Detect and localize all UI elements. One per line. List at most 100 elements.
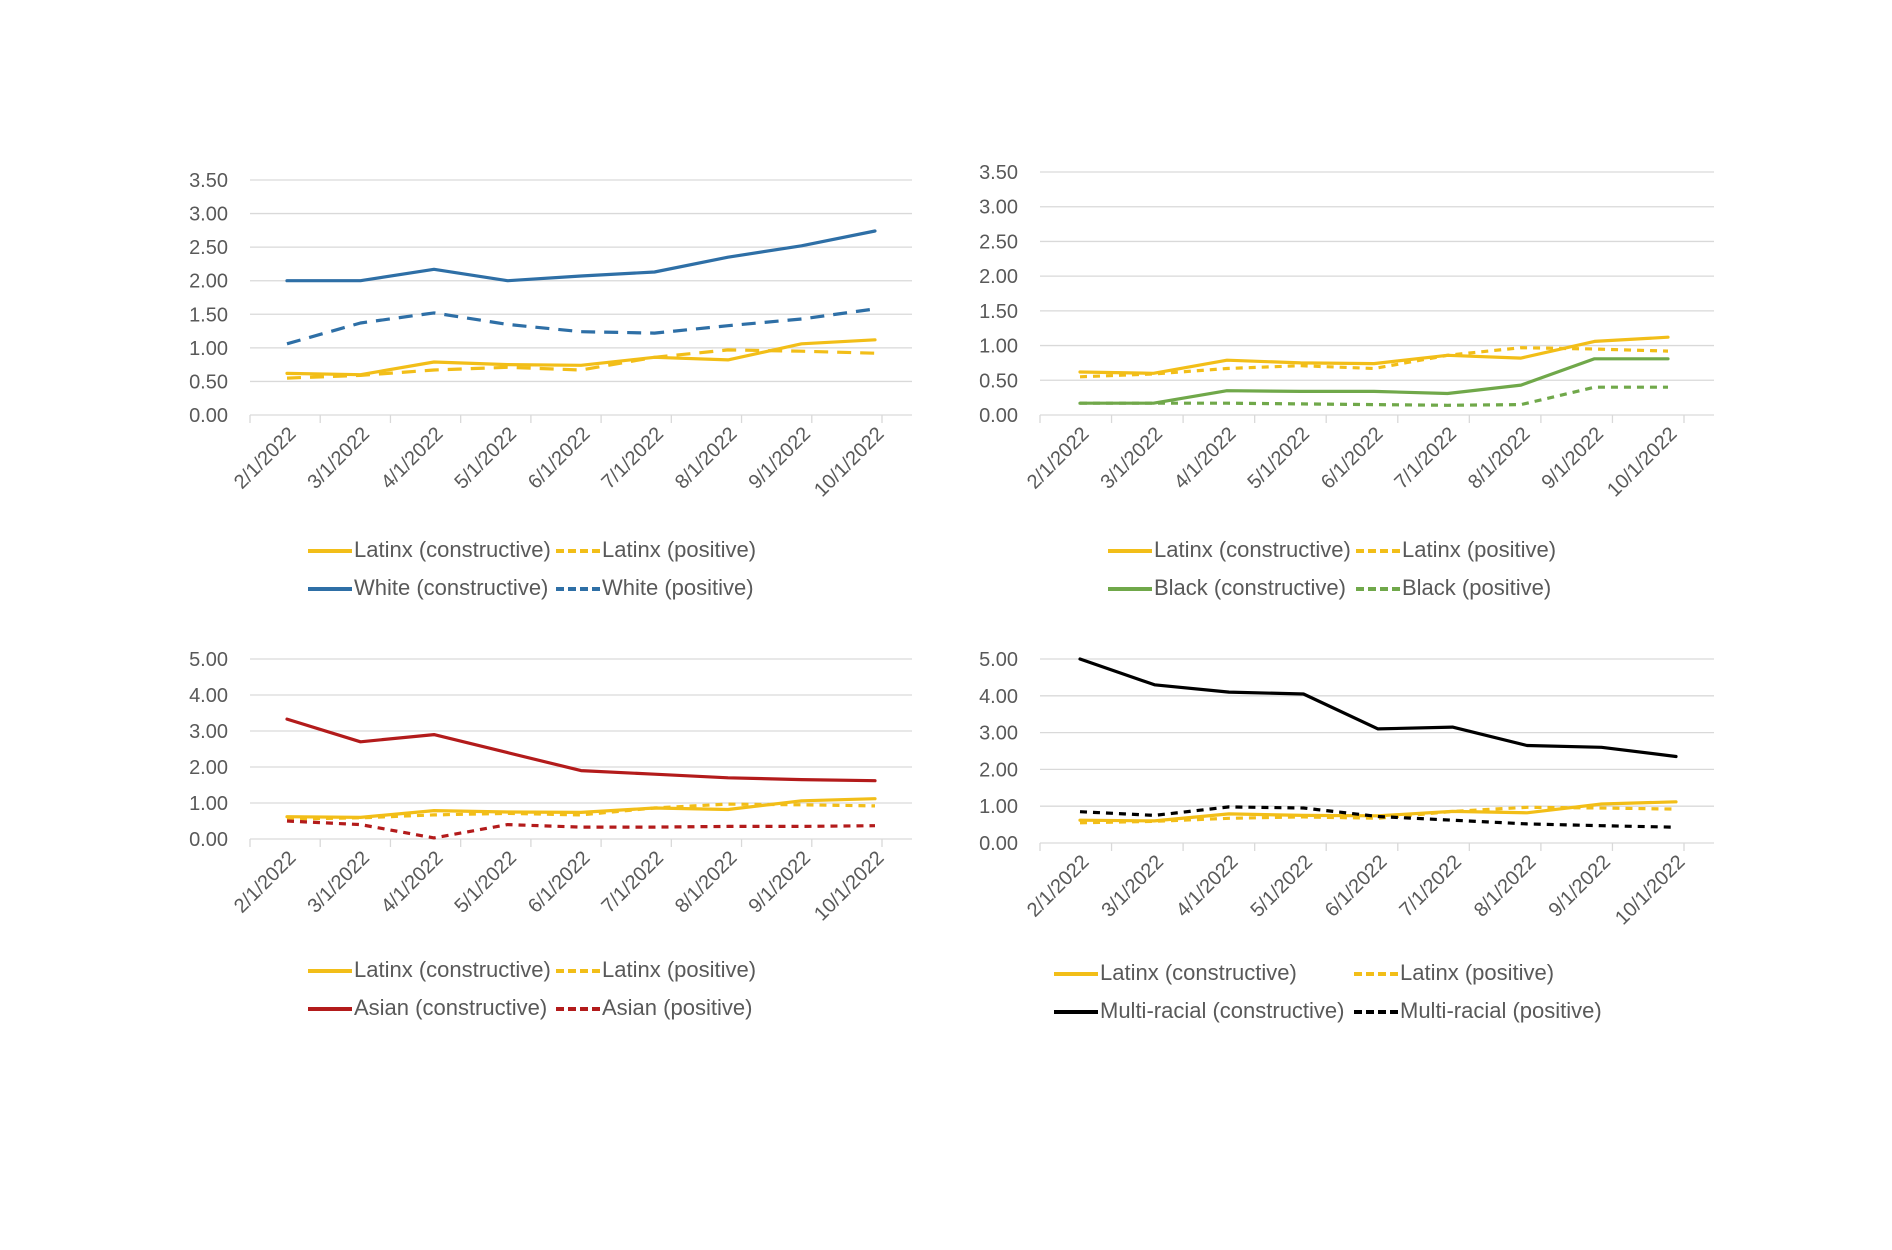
series-line-latinx-positive bbox=[286, 348, 876, 380]
series-line-multi-racial-constructive bbox=[1078, 657, 1678, 759]
legend-label: Latinx (positive) bbox=[602, 537, 757, 562]
y-tick-label: 3.00 bbox=[189, 721, 228, 743]
y-tick-label: 0.00 bbox=[189, 405, 228, 427]
x-tick-label: 3/1/2022 bbox=[1097, 851, 1168, 922]
chart-latinx-white-plot: 0.00 0.50 1.00 1.50 2.00 2.50 3.00 3.50 2/1/2022… bbox=[189, 170, 912, 501]
x-tick-label: 9/1/2022 bbox=[1544, 851, 1615, 922]
series-line-multi-racial-positive bbox=[1079, 805, 1677, 829]
x-tick-label: 5/1/2022 bbox=[1246, 851, 1317, 922]
y-tick-label: 1.50 bbox=[189, 304, 228, 326]
legend-swatch-dashed bbox=[556, 549, 600, 553]
x-tick-label: 9/1/2022 bbox=[744, 423, 815, 494]
y-tick-label: 3.00 bbox=[189, 204, 228, 226]
y-tick-label: 5.00 bbox=[189, 649, 228, 671]
y-tick-label: 3.50 bbox=[979, 162, 1018, 184]
y-tick-label: 2.00 bbox=[189, 271, 228, 293]
chart-latinx-multiracial-plot: 0.00 1.00 2.00 3.00 4.00 5.00 2/1/2022 3/1/2022… bbox=[979, 649, 1714, 929]
x-tick-label: 8/1/2022 bbox=[1470, 851, 1541, 922]
x-tick-label: 5/1/2022 bbox=[1243, 423, 1314, 494]
x-tick-label: 7/1/2022 bbox=[597, 847, 668, 918]
series-line-white-positive bbox=[286, 307, 876, 346]
x-tick-label: 4/1/2022 bbox=[1172, 851, 1243, 922]
x-tick-label: 5/1/2022 bbox=[450, 847, 521, 918]
chart-latinx-asian-plot: 0.00 1.00 2.00 3.00 4.00 5.00 2/1/2022 3/1/2022… bbox=[189, 649, 912, 925]
legend-label: Latinx (positive) bbox=[602, 957, 757, 982]
x-tick-label: 6/1/2022 bbox=[1317, 423, 1388, 494]
x-tick-label: 4/1/2022 bbox=[1170, 423, 1241, 494]
chart-latinx-white: 0.00 0.50 1.00 1.50 2.00 2.50 3.00 3.50 2/1/2022… bbox=[0, 0, 946, 625]
y-tick-label: 5.00 bbox=[979, 649, 1018, 671]
y-tick-label: 1.50 bbox=[979, 301, 1018, 323]
y-tick-label: 3.00 bbox=[979, 197, 1018, 219]
legend-swatch-solid bbox=[1054, 1010, 1098, 1014]
chart-latinx-black: 0.00 0.50 1.00 1.50 2.00 2.50 3.00 3.50 2/1/2022… bbox=[946, 0, 1892, 625]
x-tick-label: 6/1/2022 bbox=[1321, 851, 1392, 922]
legend-latinx-multiracial: Latinx (constructive) Latinx (positive) … bbox=[1054, 958, 1614, 1030]
legend-swatch-solid bbox=[1108, 549, 1152, 553]
x-tick-label: 3/1/2022 bbox=[303, 847, 374, 918]
chart-latinx-asian: 0.00 1.00 2.00 3.00 4.00 5.00 2/1/2022 3/1/2022… bbox=[0, 625, 946, 1250]
x-tick-label: 2/1/2022 bbox=[230, 847, 301, 918]
legend-swatch-solid bbox=[308, 549, 352, 553]
legend-latinx-asian: Latinx (constructive) Latinx (positive) … bbox=[308, 955, 788, 1027]
y-tick-label: 0.00 bbox=[979, 833, 1018, 855]
legend-swatch-dashed bbox=[556, 969, 600, 973]
legend-latinx-black: Latinx (constructive) Latinx (positive) … bbox=[1108, 535, 1588, 607]
y-tick-label: 2.50 bbox=[189, 237, 228, 259]
x-tick-label: 7/1/2022 bbox=[597, 423, 668, 494]
legend-swatch-dashed bbox=[556, 1007, 600, 1011]
x-tick-label: 10/1/2022 bbox=[1611, 851, 1689, 929]
y-tick-label: 0.00 bbox=[979, 405, 1018, 427]
legend-label: Latinx (constructive) bbox=[354, 957, 551, 982]
legend-label: Latinx (constructive) bbox=[1100, 960, 1297, 985]
legend-swatch-dashed bbox=[556, 587, 600, 591]
legend-label: Asian (positive) bbox=[602, 995, 753, 1020]
y-tick-label: 0.50 bbox=[979, 370, 1018, 392]
x-tick-label: 10/1/2022 bbox=[1603, 423, 1681, 501]
y-tick-label: 0.00 bbox=[189, 829, 228, 851]
y-tick-label: 0.50 bbox=[189, 371, 228, 393]
legend-swatch-solid bbox=[1108, 587, 1152, 591]
legend-swatch-dashed bbox=[1356, 587, 1400, 591]
series-line-asian-constructive bbox=[285, 717, 877, 783]
y-tick-label: 1.00 bbox=[979, 796, 1018, 818]
x-tick-label: 10/1/2022 bbox=[810, 423, 888, 501]
legend-swatch-dashed bbox=[1354, 972, 1398, 976]
y-tick-label: 1.00 bbox=[979, 336, 1018, 358]
legend-swatch-solid bbox=[1054, 972, 1098, 976]
legend-label: Latinx (positive) bbox=[1400, 960, 1555, 985]
legend-swatch-dashed bbox=[1356, 549, 1400, 553]
x-tick-label: 3/1/2022 bbox=[303, 423, 374, 494]
legend-swatch-dashed bbox=[1354, 1010, 1398, 1014]
x-tick-label: 9/1/2022 bbox=[744, 847, 815, 918]
legend-label: Multi-racial (positive) bbox=[1400, 998, 1602, 1023]
x-tick-label: 5/1/2022 bbox=[450, 423, 521, 494]
x-tick-label: 7/1/2022 bbox=[1390, 423, 1461, 494]
legend-label: Black (constructive) bbox=[1154, 575, 1346, 600]
x-tick-label: 8/1/2022 bbox=[671, 423, 742, 494]
x-tick-label: 8/1/2022 bbox=[1464, 423, 1535, 494]
legend-label: Multi-racial (constructive) bbox=[1100, 998, 1345, 1023]
legend-label: Asian (constructive) bbox=[354, 995, 548, 1020]
legend-swatch-solid bbox=[308, 1007, 352, 1011]
legend-label: Latinx (constructive) bbox=[354, 537, 551, 562]
y-tick-label: 4.00 bbox=[189, 685, 228, 707]
x-tick-label: 4/1/2022 bbox=[377, 847, 448, 918]
series-line-white-constructive bbox=[285, 229, 877, 283]
y-tick-label: 3.00 bbox=[979, 723, 1018, 745]
series-line-asian-positive bbox=[286, 819, 876, 840]
x-tick-label: 6/1/2022 bbox=[524, 847, 595, 918]
x-tick-label: 2/1/2022 bbox=[1023, 851, 1094, 922]
y-tick-label: 2.00 bbox=[979, 759, 1018, 781]
legend-label: Latinx (positive) bbox=[1402, 537, 1557, 562]
legend-label: White (positive) bbox=[602, 575, 754, 600]
x-tick-label: 7/1/2022 bbox=[1395, 851, 1466, 922]
chart-latinx-multiracial: 0.00 1.00 2.00 3.00 4.00 5.00 2/1/2022 3/1/2022… bbox=[946, 625, 1892, 1250]
series-line-latinx-constructive bbox=[285, 797, 877, 819]
legend-swatch-solid bbox=[308, 969, 352, 973]
series-line-latinx-positive bbox=[1079, 805, 1677, 825]
y-tick-label: 2.00 bbox=[189, 757, 228, 779]
y-tick-label: 3.50 bbox=[189, 170, 228, 192]
y-tick-label: 1.00 bbox=[189, 338, 228, 360]
x-tick-label: 2/1/2022 bbox=[230, 423, 301, 494]
